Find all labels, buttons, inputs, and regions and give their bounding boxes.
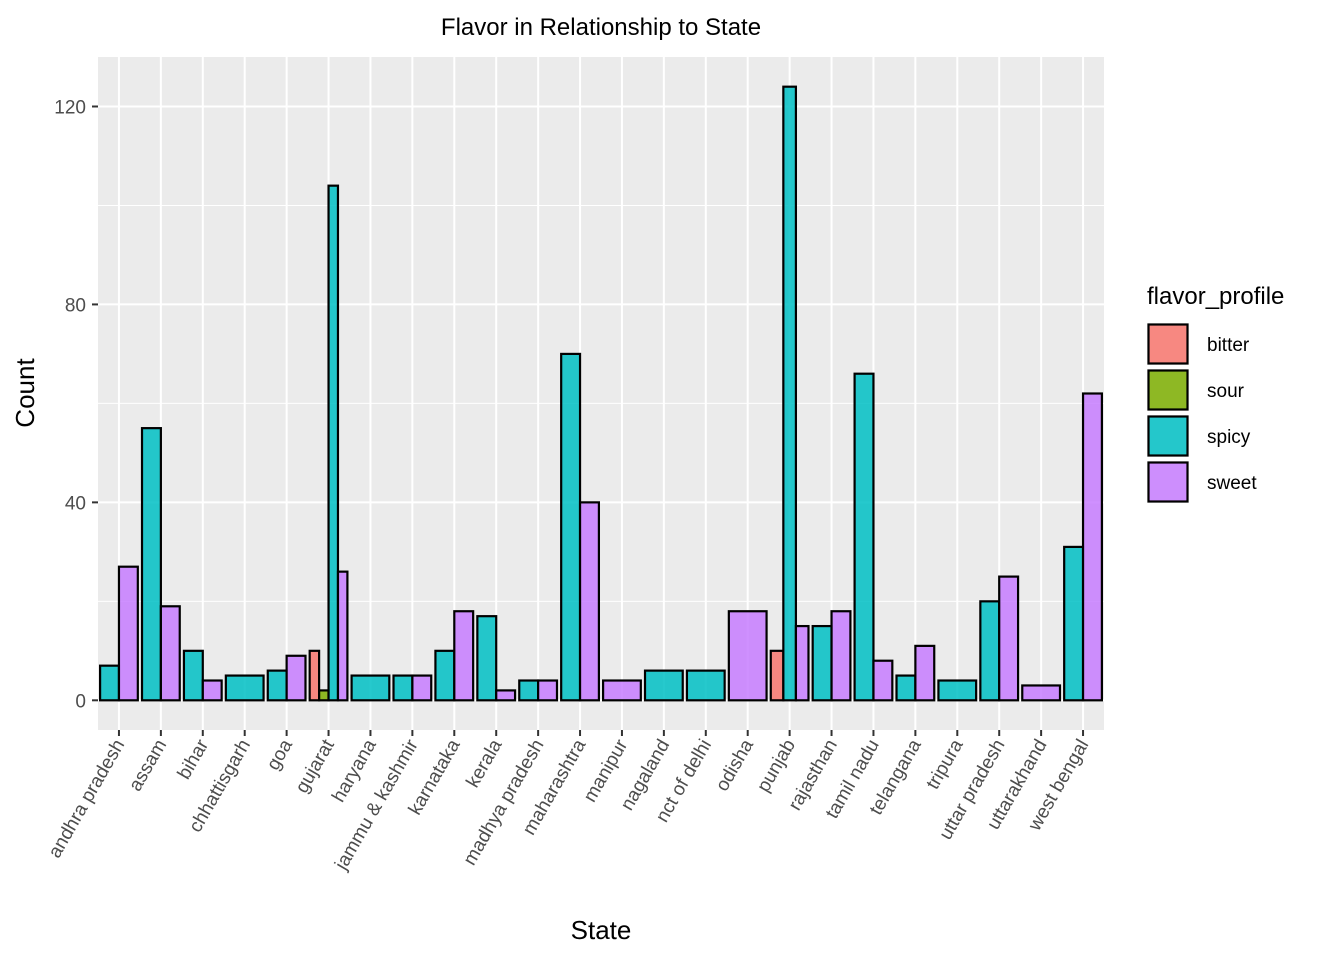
bar-maharashtra-sweet: [578, 501, 601, 702]
y-tick-label: 120: [54, 97, 86, 118]
bar-bihar-sweet: [201, 679, 223, 702]
bar-odisha-sweet: [727, 610, 768, 702]
x-tick-label: kerala: [462, 736, 506, 792]
bar-maharashtra-spicy: [560, 352, 582, 702]
legend-key-spicy: [1147, 415, 1189, 457]
bar-tripura-spicy: [937, 679, 978, 702]
bar-madhya-pradesh-sweet: [537, 679, 559, 702]
bar-assam-spicy: [140, 427, 162, 702]
bar-gujarat-sour: [318, 689, 330, 702]
bar-tamil-nadu-spicy: [853, 372, 875, 702]
legend-key-sour: [1147, 369, 1189, 411]
x-tick-label: tripura: [923, 736, 968, 794]
bar-andhra-pradesh-sweet: [117, 565, 139, 702]
bar-telangana-sweet: [914, 644, 936, 702]
bar-karnataka-sweet: [453, 610, 475, 702]
x-tick-label: bihar: [174, 735, 214, 783]
bar-west-bengal-sweet: [1081, 392, 1104, 702]
bar-goa-spicy: [266, 669, 288, 702]
bar-west-bengal-spicy: [1063, 545, 1085, 702]
x-tick-label: assam: [125, 736, 171, 795]
bar-telangana-spicy: [895, 674, 917, 702]
legend-label-spicy: spicy: [1207, 427, 1251, 448]
bar-gujarat-sweet: [336, 570, 349, 702]
legend: flavor_profile bitter sour spicy sweet: [1147, 283, 1284, 503]
bar-tamil-nadu-sweet: [872, 659, 894, 702]
bar-nagaland-spicy: [643, 669, 684, 702]
bar-punjab-spicy: [782, 85, 798, 702]
bar-gujarat-spicy: [327, 184, 340, 702]
bar-andhra-pradesh-spicy: [98, 664, 121, 702]
bars: [98, 85, 1104, 702]
bar-bihar-spicy: [182, 649, 204, 702]
x-tick-label: odisha: [712, 736, 758, 795]
legend-label-sour: sour: [1207, 381, 1245, 402]
chart-title: Flavor in Relationship to State: [441, 14, 761, 41]
legend-title: flavor_profile: [1147, 283, 1284, 310]
bar-haryana-spicy: [350, 674, 391, 702]
y-tick-label: 80: [65, 295, 86, 316]
bar-kerala-spicy: [476, 615, 498, 702]
bar-nct-of-delhi-spicy: [685, 669, 726, 702]
plot-panel: [98, 57, 1104, 730]
bar-madhya-pradesh-spicy: [518, 679, 540, 702]
legend-label-bitter: bitter: [1207, 335, 1250, 356]
legend-label-sweet: sweet: [1207, 473, 1257, 494]
bar-goa-sweet: [285, 654, 307, 702]
bar-uttar-pradesh-sweet: [998, 575, 1020, 702]
bar-uttarakhand-sweet: [1021, 684, 1062, 702]
x-tick-label: andhra pradesh: [45, 736, 130, 862]
bar-punjab-bitter: [769, 649, 785, 702]
bar-jammu-kashmir-sweet: [411, 674, 433, 702]
bar-jammu-kashmir-spicy: [392, 674, 414, 702]
bar-karnataka-spicy: [434, 649, 456, 702]
bar-uttar-pradesh-spicy: [979, 600, 1001, 702]
y-axis-title: Count: [10, 358, 40, 428]
legend-key-sweet: [1147, 461, 1189, 503]
legend-key-bitter: [1147, 323, 1189, 365]
bar-gujarat-bitter: [308, 649, 321, 702]
x-tick-label: punjab: [753, 736, 800, 796]
bar-rajasthan-spicy: [811, 624, 833, 702]
bar-manipur-sweet: [601, 679, 642, 702]
bar-kerala-sweet: [495, 689, 517, 702]
bar-assam-sweet: [159, 605, 181, 702]
x-tick-label: goa: [263, 736, 297, 774]
x-axis-title: State: [571, 915, 632, 945]
y-tick-label: 0: [75, 691, 86, 712]
bar-punjab-sweet: [794, 624, 810, 702]
bar-rajasthan-sweet: [830, 610, 852, 702]
y-tick-label: 40: [65, 493, 86, 514]
bar-chhattisgarh-spicy: [224, 674, 265, 702]
